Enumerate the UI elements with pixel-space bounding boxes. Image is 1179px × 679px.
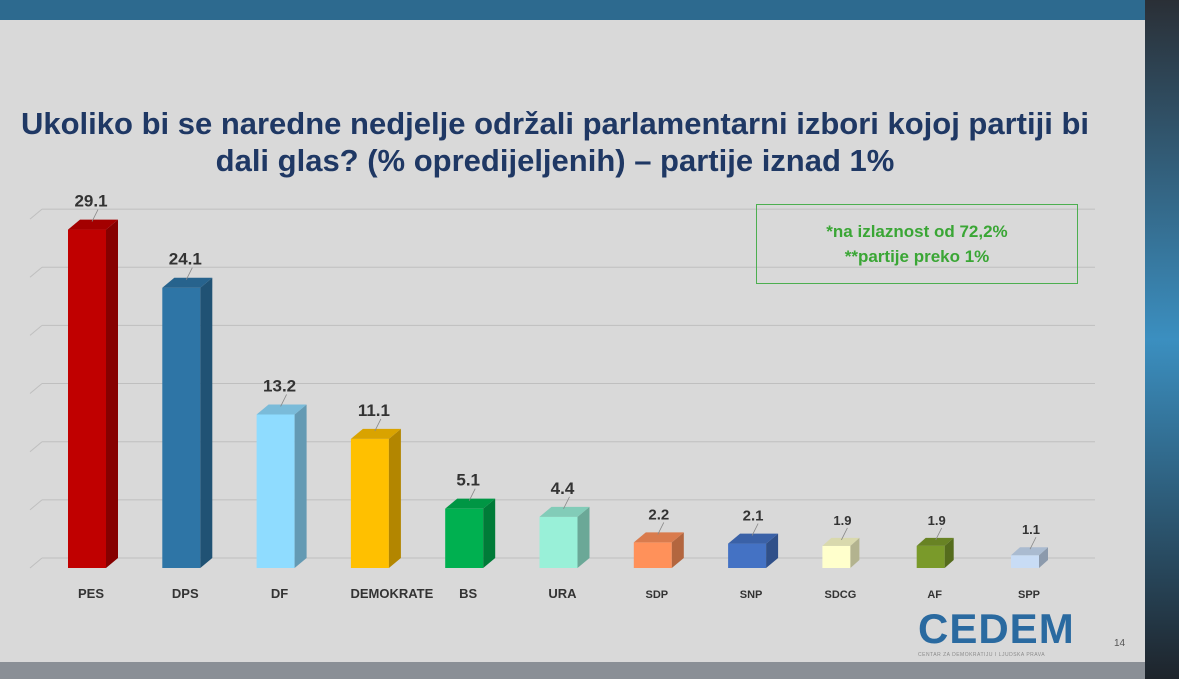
category-label-PES: PES: [78, 586, 104, 601]
category-label-SDCG: SDCG: [825, 589, 857, 601]
note-box: *na izlaznost od 72,2% **partije preko 1…: [756, 204, 1078, 284]
category-label-SDP: SDP: [645, 589, 668, 601]
bar-SPP: [1011, 555, 1039, 568]
bar-side-PES: [106, 219, 118, 568]
label-leader: [841, 527, 848, 541]
bar-BS: [445, 508, 484, 568]
value-label-SPP: 1.1: [1022, 522, 1040, 537]
label-leader: [563, 496, 570, 510]
bar-top-DF: [256, 404, 307, 415]
value-label-SDP: 2.2: [648, 506, 669, 523]
bar-side-SPP: [1039, 547, 1048, 568]
bar-top-PES: [68, 219, 118, 230]
logo-text: CEDEM: [918, 605, 1075, 652]
label-leader: [374, 418, 382, 432]
value-label-DEMOKRATE: 11.1: [358, 401, 390, 420]
value-label-DF: 13.2: [263, 376, 296, 395]
bar-top-AF: [916, 537, 954, 546]
category-label-AF: AF: [927, 589, 942, 601]
label-leader: [185, 267, 193, 280]
page-number: 14: [1114, 638, 1126, 649]
page-title: Ukoliko bi se naredne nedjelje održali p…: [20, 106, 1090, 178]
category-label-SNP: SNP: [740, 589, 763, 601]
bar-AF: [916, 545, 945, 568]
label-leader: [91, 209, 99, 222]
bar-top-URA: [539, 506, 590, 517]
note-parties: **partije preko 1%: [844, 247, 990, 266]
bar-DF: [256, 414, 295, 568]
bar-side-DEMOKRATE: [388, 428, 401, 568]
category-label-DF: DF: [271, 586, 288, 601]
gridline-diagonal: [29, 557, 43, 569]
label-leader: [1029, 537, 1037, 550]
gridline-diagonal: [29, 441, 43, 453]
value-label-AF: 1.9: [928, 513, 946, 528]
bar-DPS: [162, 287, 201, 568]
logo-subtitle: CENTAR ZA DEMOKRATIJU I LJUDSKA PRAVA: [918, 652, 1046, 658]
bottom-bar: [0, 662, 1145, 679]
cedem-logo: CEDEM CENTAR ZA DEMOKRATIJU I LJUDSKA PR…: [918, 605, 1098, 659]
note-turnout: *na izlaznost od 72,2%: [826, 222, 1008, 241]
bars: [68, 219, 1048, 568]
bar-DEMOKRATE: [350, 438, 389, 568]
value-label-URA: 4.4: [551, 479, 575, 498]
bar-chart: 29.1 PES 24.1 DPS 13.2 DF 11.1 DEMOKRATE 5.1 BS 4.…: [29, 192, 1095, 601]
bar-PES: [68, 229, 106, 568]
bar-SNP: [728, 543, 767, 568]
label-leader: [468, 488, 476, 501]
label-leader: [751, 523, 759, 536]
bar-side-SDCG: [850, 537, 860, 568]
gridline-diagonal: [29, 499, 43, 511]
value-label-SNP: 2.1: [743, 508, 764, 525]
category-label-SPP: SPP: [1018, 589, 1040, 601]
category-label-BS: BS: [459, 586, 477, 601]
bar-side-AF: [944, 537, 954, 568]
label-leader: [657, 522, 665, 535]
gridline-diagonal: [29, 325, 43, 336]
bar-top-DPS: [162, 277, 213, 288]
bar-URA: [539, 516, 578, 568]
bar-side-BS: [483, 498, 496, 568]
bar-side-DF: [294, 404, 307, 568]
value-label-DPS: 24.1: [169, 250, 202, 269]
bar-side-SNP: [766, 533, 779, 568]
gridline-diagonal: [29, 208, 43, 220]
bar-top-BS: [445, 498, 496, 509]
bar-side-URA: [577, 506, 590, 568]
bar-SDP: [633, 542, 672, 568]
gridline-diagonal: [29, 266, 43, 278]
bar-SDCG: [822, 545, 851, 568]
label-leader: [280, 394, 287, 407]
category-label-URA: URA: [548, 586, 577, 601]
value-label-BS: 5.1: [456, 471, 480, 490]
bar-top-SDP: [633, 532, 684, 543]
category-label-DPS: DPS: [172, 586, 199, 601]
bar-side-DPS: [200, 277, 213, 568]
bar-top-DEMOKRATE: [350, 428, 401, 439]
value-label-PES: 29.1: [74, 192, 107, 211]
top-band: [0, 0, 1179, 20]
category-label-DEMOKRATE: DEMOKRATE: [350, 586, 433, 601]
gridline-diagonal: [29, 383, 43, 394]
bar-top-SPP: [1011, 547, 1048, 556]
bar-side-SDP: [671, 532, 684, 568]
bar-top-SNP: [728, 533, 779, 544]
window-edge: [1145, 0, 1179, 679]
bar-top-SDCG: [822, 537, 860, 546]
labels: 29.1 PES 24.1 DPS 13.2 DF 11.1 DEMOKRATE 5.1 BS 4.…: [74, 192, 1040, 601]
label-leader: [935, 527, 943, 541]
value-label-SDCG: 1.9: [833, 513, 851, 528]
